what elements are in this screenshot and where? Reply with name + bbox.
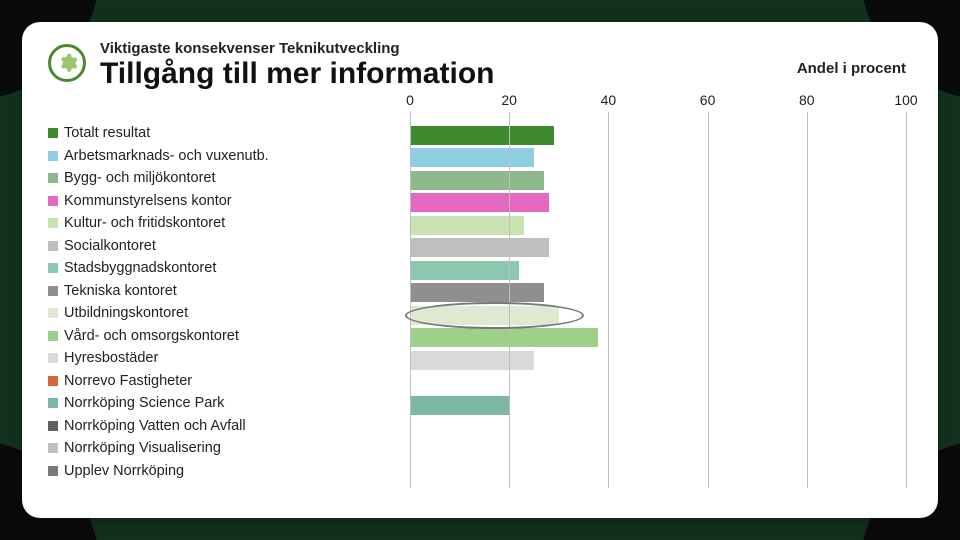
legend-label: Kultur- och fritidskontoret [64, 212, 225, 235]
legend-label: Tekniska kontoret [64, 280, 177, 303]
bar [410, 396, 509, 415]
legend-label: Socialkontoret [64, 235, 156, 258]
legend-item: Norrköping Science Park [48, 392, 410, 415]
legend-swatch [48, 263, 58, 273]
tick-label: 40 [601, 92, 617, 108]
legend-swatch [48, 151, 58, 161]
bar-chart: 020406080100 [410, 112, 906, 488]
bar [410, 351, 534, 370]
legend-label: Arbetsmarknads- och vuxenutb. [64, 145, 269, 168]
content-card: Viktigaste konsekvenser Teknikutveckling… [22, 22, 938, 518]
bar-row [410, 327, 906, 350]
legend-item: Tekniska kontoret [48, 280, 410, 303]
legend-swatch [48, 398, 58, 408]
legend-label: Kommunstyrelsens kontor [64, 190, 232, 213]
legend-label: Norrköping Science Park [64, 392, 224, 415]
legend-swatch [48, 443, 58, 453]
legend-item: Arbetsmarknads- och vuxenutb. [48, 145, 410, 168]
gridline [906, 112, 907, 488]
bar [410, 148, 534, 167]
legend-label: Stadsbyggnadskontoret [64, 257, 216, 280]
tick-label: 60 [700, 92, 716, 108]
legend-item: Utbildningskontoret [48, 302, 410, 325]
legend-item: Bygg- och miljökontoret [48, 167, 410, 190]
legend-swatch [48, 376, 58, 386]
legend-item: Upplev Norrköping [48, 460, 410, 483]
legend-item: Vård- och omsorgskontoret [48, 325, 410, 348]
bar-row [410, 349, 906, 372]
legend-label: Norrevo Fastigheter [64, 370, 192, 393]
bar-row [410, 214, 906, 237]
legend-swatch [48, 173, 58, 183]
legend-label: Norrköping Vatten och Avfall [64, 415, 246, 438]
bar-row [410, 147, 906, 170]
bar [410, 238, 549, 257]
bar-row [410, 282, 906, 305]
legend-label: Bygg- och miljökontoret [64, 167, 216, 190]
bar [410, 171, 544, 190]
bar [410, 261, 519, 280]
legend-item: Hyresbostäder [48, 347, 410, 370]
tick-label: 0 [406, 92, 414, 108]
bar [410, 216, 524, 235]
bar-row [410, 394, 906, 417]
legend: Totalt resultatArbetsmarknads- och vuxen… [48, 94, 410, 494]
gridline [708, 112, 709, 488]
header: Viktigaste konsekvenser Teknikutveckling… [48, 40, 912, 90]
slide-canvas: Viktigaste konsekvenser Teknikutveckling… [0, 0, 960, 540]
legend-swatch [48, 128, 58, 138]
legend-item: Stadsbyggnadskontoret [48, 257, 410, 280]
legend-label: Utbildningskontoret [64, 302, 188, 325]
bar [410, 193, 549, 212]
gridline [410, 112, 411, 488]
bar-row [410, 417, 906, 440]
tick-label: 20 [501, 92, 517, 108]
legend-item: Kultur- och fritidskontoret [48, 212, 410, 235]
legend-item: Norrköping Vatten och Avfall [48, 415, 410, 438]
gear-icon [48, 44, 86, 82]
legend-label: Norrköping Visualisering [64, 437, 221, 460]
bar [410, 283, 544, 302]
legend-swatch [48, 331, 58, 341]
legend-label: Totalt resultat [64, 122, 150, 145]
tick-label: 100 [894, 92, 917, 108]
legend-label: Hyresbostäder [64, 347, 158, 370]
bar-row [410, 259, 906, 282]
legend-swatch [48, 466, 58, 476]
legend-item: Socialkontoret [48, 235, 410, 258]
legend-label: Upplev Norrköping [64, 460, 184, 483]
legend-label: Vård- och omsorgskontoret [64, 325, 239, 348]
bar-row [410, 372, 906, 395]
legend-swatch [48, 286, 58, 296]
legend-swatch [48, 196, 58, 206]
legend-swatch [48, 241, 58, 251]
subtitle: Viktigaste konsekvenser Teknikutveckling [100, 40, 494, 57]
chart-content: Totalt resultatArbetsmarknads- och vuxen… [48, 94, 912, 494]
legend-item: Norrköping Visualisering [48, 437, 410, 460]
page-title: Tillgång till mer information [100, 57, 494, 90]
bar [410, 126, 554, 145]
tick-label: 80 [799, 92, 815, 108]
axis-label: Andel i procent [797, 60, 906, 77]
bar [410, 328, 598, 347]
bar-row [410, 169, 906, 192]
annotation-ellipse [405, 302, 584, 329]
legend-swatch [48, 218, 58, 228]
legend-swatch [48, 353, 58, 363]
gridline [807, 112, 808, 488]
gridline [509, 112, 510, 488]
legend-item: Kommunstyrelsens kontor [48, 190, 410, 213]
bar-row [410, 462, 906, 485]
legend-swatch [48, 421, 58, 431]
legend-swatch [48, 308, 58, 318]
bar-row [410, 439, 906, 462]
bar-row [410, 237, 906, 260]
legend-item: Totalt resultat [48, 122, 410, 145]
bar-row [410, 192, 906, 215]
chart-wrap: Andel i procent 020406080100 [410, 94, 912, 494]
legend-item: Norrevo Fastigheter [48, 370, 410, 393]
bar-row [410, 124, 906, 147]
gridline [608, 112, 609, 488]
